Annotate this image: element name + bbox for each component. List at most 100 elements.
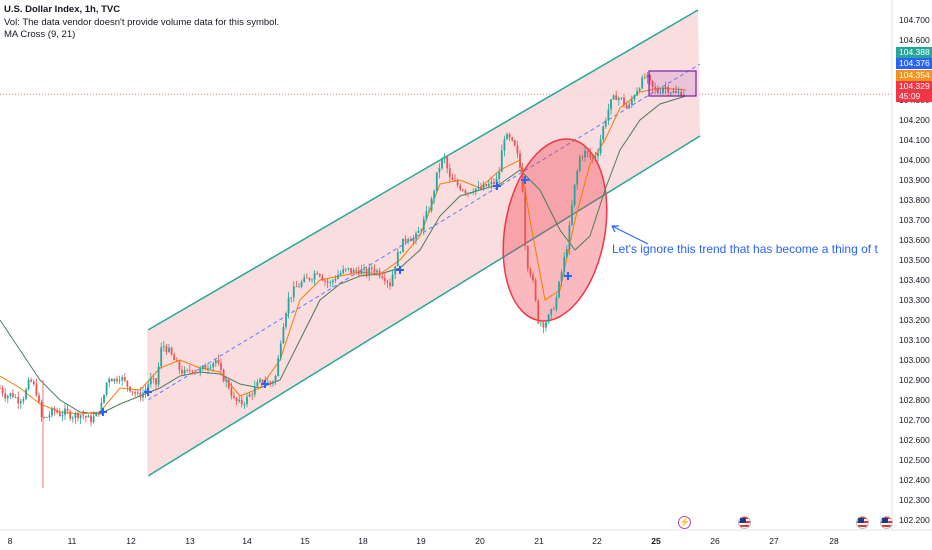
candle-body bbox=[113, 378, 116, 382]
x-tick-label: 15 bbox=[300, 536, 310, 546]
candle-body bbox=[526, 246, 529, 269]
candle-body bbox=[370, 267, 373, 269]
candle-body bbox=[503, 139, 506, 151]
candle-body bbox=[451, 177, 454, 181]
candle-body bbox=[594, 155, 597, 159]
candle-body bbox=[300, 281, 303, 287]
lightning-icon[interactable]: ⚡ bbox=[678, 516, 691, 529]
candle-body bbox=[204, 365, 207, 370]
candle-body bbox=[342, 269, 345, 273]
candle-body bbox=[311, 279, 313, 281]
indicator-label[interactable]: MA Cross (9, 21) bbox=[4, 29, 76, 40]
y-tick-label: 103.800 bbox=[899, 195, 930, 205]
channel-upper-line bbox=[147, 9, 699, 331]
ma-cross-marker bbox=[99, 408, 107, 416]
ma-cross-marker bbox=[521, 176, 529, 184]
candle-body bbox=[630, 99, 633, 105]
ma-cross-marker bbox=[396, 266, 404, 274]
candle-body bbox=[147, 384, 150, 390]
candle-body bbox=[84, 416, 87, 418]
candle-body bbox=[633, 95, 636, 100]
candle-body bbox=[383, 278, 386, 282]
selection-rectangle[interactable] bbox=[648, 70, 697, 97]
candle-body bbox=[539, 322, 542, 324]
candle-body bbox=[298, 286, 300, 288]
candle-body bbox=[386, 281, 389, 283]
candle-body bbox=[64, 408, 66, 416]
candle-body bbox=[654, 87, 657, 89]
annotation-arrow[interactable] bbox=[611, 225, 649, 245]
candle-body bbox=[6, 396, 9, 399]
candle-body bbox=[308, 278, 311, 280]
candle-body bbox=[649, 74, 651, 81]
candle-body bbox=[118, 380, 121, 382]
candle-body bbox=[337, 274, 339, 279]
candle-body bbox=[677, 92, 680, 93]
candle-body bbox=[586, 150, 589, 153]
candle-body bbox=[199, 368, 202, 374]
candle-body bbox=[617, 98, 620, 101]
candle-body bbox=[435, 172, 438, 192]
y-tick-label: 104.000 bbox=[899, 155, 930, 165]
candle-body bbox=[313, 273, 316, 280]
candle-body bbox=[0, 388, 1, 389]
price-tag: 104.354 bbox=[896, 70, 932, 81]
candle-body bbox=[303, 277, 306, 282]
candle-body bbox=[555, 297, 558, 310]
us-flag-icon[interactable] bbox=[738, 516, 751, 529]
us-flag-icon[interactable] bbox=[880, 516, 893, 529]
candle-body bbox=[279, 343, 282, 358]
candle-body bbox=[129, 386, 131, 392]
trend-annotation[interactable]: Let's ignore this trend that has become … bbox=[612, 242, 878, 256]
y-tick-label: 102.700 bbox=[899, 415, 930, 425]
candle-body bbox=[625, 105, 628, 108]
us-flag-icon[interactable] bbox=[856, 516, 869, 529]
price-tag: 45:09 bbox=[896, 91, 932, 102]
candle-body bbox=[404, 238, 407, 242]
candle-body bbox=[545, 322, 547, 328]
candle-body bbox=[66, 408, 69, 412]
candle-body bbox=[461, 189, 464, 191]
candle-body bbox=[656, 88, 659, 94]
candle-body bbox=[165, 346, 168, 352]
candle-body bbox=[482, 184, 485, 190]
candle-body bbox=[183, 369, 186, 374]
candle-body bbox=[347, 268, 350, 269]
candle-body bbox=[178, 360, 181, 370]
candle-body bbox=[95, 412, 98, 417]
candle-body bbox=[615, 95, 618, 101]
candle-body bbox=[495, 178, 498, 184]
candle-body bbox=[407, 239, 410, 242]
candle-body bbox=[38, 395, 40, 402]
candle-body bbox=[620, 97, 623, 99]
candle-body bbox=[30, 379, 33, 382]
candle-body bbox=[1, 388, 4, 394]
candle-body bbox=[152, 378, 155, 380]
candle-body bbox=[266, 381, 269, 383]
y-tick-label: 102.300 bbox=[899, 495, 930, 505]
arrow-head bbox=[611, 225, 619, 233]
price-tag: 104.388 bbox=[896, 47, 932, 58]
candle-body bbox=[472, 191, 475, 193]
candle-body bbox=[394, 266, 397, 275]
x-tick-label: 12 bbox=[126, 536, 136, 546]
symbol-title[interactable]: U.S. Dollar Index, 1h, TVC bbox=[4, 4, 121, 15]
candle-body bbox=[430, 198, 433, 211]
ma-cross-marker bbox=[144, 388, 152, 396]
candle-body bbox=[571, 205, 573, 225]
y-tick-label: 103.700 bbox=[899, 215, 930, 225]
candle-body bbox=[40, 401, 43, 418]
candle-body bbox=[144, 389, 147, 393]
candle-body bbox=[212, 363, 215, 368]
y-tick-label: 103.000 bbox=[899, 355, 930, 365]
candle-body bbox=[194, 371, 196, 373]
selection-box bbox=[648, 70, 697, 97]
candle-body bbox=[334, 278, 337, 281]
y-tick-label: 102.800 bbox=[899, 395, 930, 405]
candle-body bbox=[58, 412, 61, 416]
candle-body bbox=[368, 267, 371, 276]
candle-body bbox=[12, 393, 14, 398]
x-tick-label: 20 bbox=[475, 536, 485, 546]
candle-body bbox=[186, 369, 189, 371]
